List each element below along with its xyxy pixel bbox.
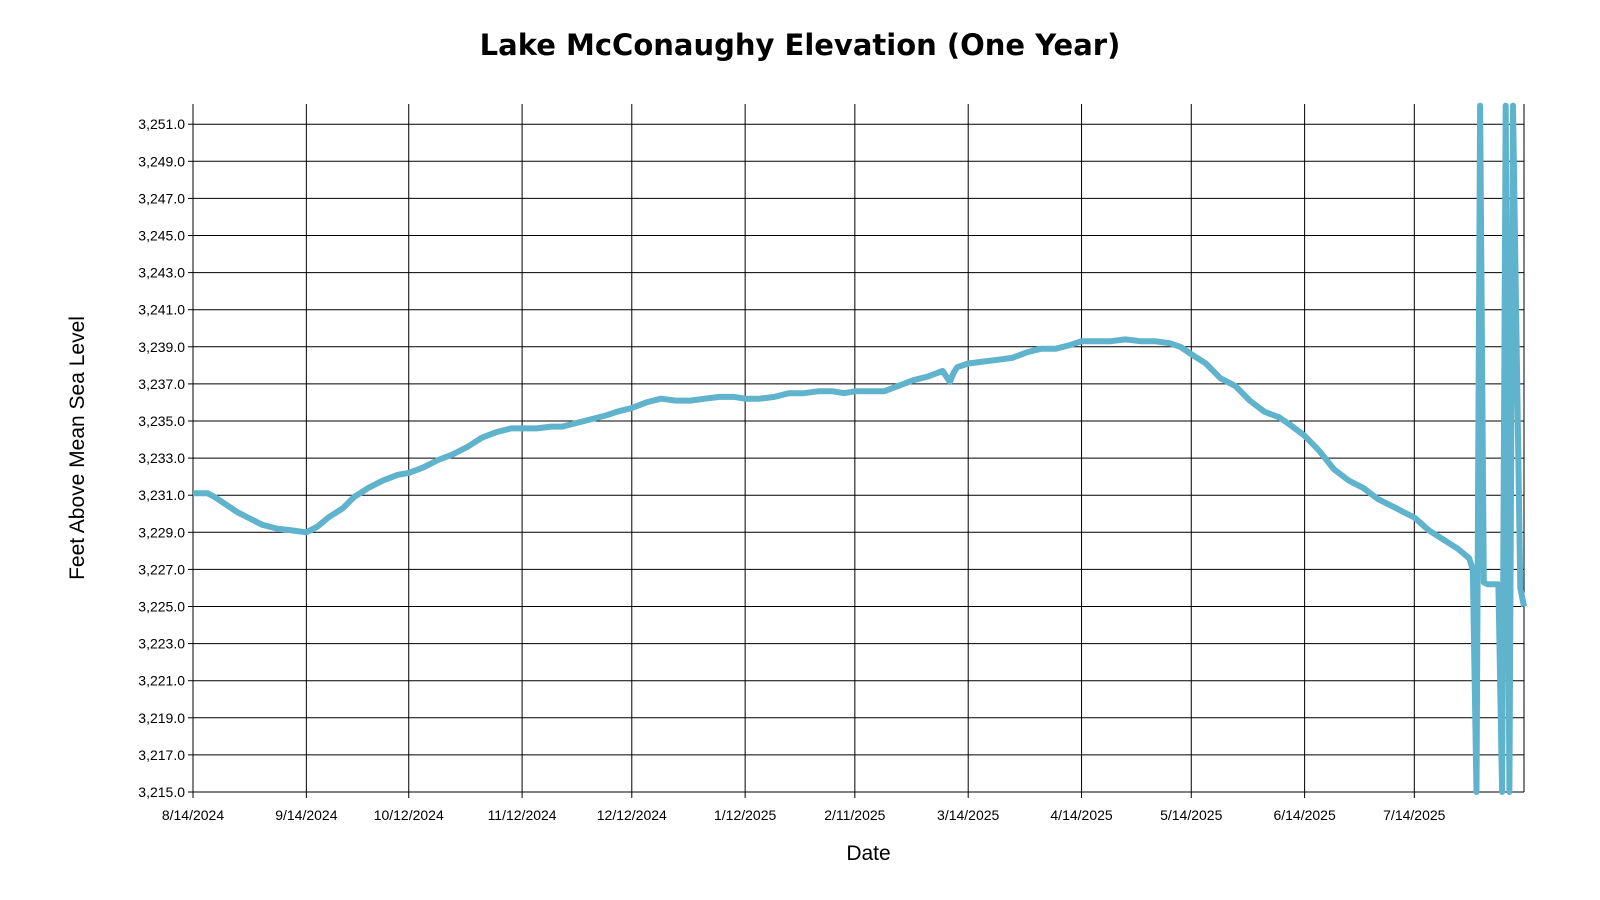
- x-tick-label: 11/12/2024: [488, 807, 557, 823]
- x-axis-title: Date: [846, 842, 890, 865]
- x-tick-label: 1/12/2025: [714, 807, 776, 823]
- x-tick-label: 2/11/2025: [824, 807, 885, 823]
- y-tick-label: 3,235.0: [138, 413, 185, 429]
- x-tick-label: 6/14/2025: [1273, 807, 1335, 823]
- y-tick-label: 3,229.0: [138, 524, 185, 540]
- series: [193, 102, 1527, 795]
- y-tick-label: 3,249.0: [138, 153, 185, 169]
- y-tick-label: 3,217.0: [138, 747, 185, 763]
- x-tick-label: 7/14/2025: [1383, 807, 1445, 823]
- y-axis-title: Feet Above Mean Sea Level: [66, 316, 89, 580]
- y-tick-label: 3,221.0: [138, 673, 185, 689]
- y-tick-label: 3,215.0: [138, 784, 185, 800]
- y-tick-label: 3,247.0: [138, 190, 185, 206]
- grid: [192, 104, 1525, 793]
- y-tick-label: 3,243.0: [138, 265, 185, 281]
- chart-title: Lake McConaughy Elevation (One Year): [479, 28, 1121, 62]
- y-tick-label: 3,239.0: [138, 339, 185, 355]
- y-tick-label: 3,219.0: [138, 710, 185, 726]
- y-tick-label: 3,241.0: [138, 302, 185, 318]
- series-line: [193, 102, 1527, 795]
- y-tick-label: 3,223.0: [138, 636, 185, 652]
- y-tick-label: 3,237.0: [138, 376, 185, 392]
- y-tick-label: 3,231.0: [138, 487, 185, 503]
- axes: [188, 104, 1524, 798]
- y-tick-label: 3,225.0: [138, 599, 185, 615]
- y-tick-label: 3,233.0: [138, 450, 185, 466]
- x-tick-label: 8/14/2024: [162, 807, 224, 823]
- y-tick-labels: 3,215.0 3,217.0 3,219.0 3,221.0 3,223.0 3,225…: [138, 116, 185, 800]
- x-tick-label: 5/14/2025: [1160, 807, 1222, 823]
- y-tick-label: 3,251.0: [138, 116, 185, 132]
- x-tick-label: 3/14/2025: [937, 807, 999, 823]
- x-tick-labels: 8/14/2024 9/14/2024 10/12/2024 11/12/2024 12…: [162, 807, 1446, 823]
- y-tick-label: 3,227.0: [138, 561, 185, 577]
- y-tick-label: 3,245.0: [138, 228, 185, 244]
- x-tick-label: 9/14/2024: [275, 807, 337, 823]
- x-tick-label: 12/12/2024: [597, 807, 667, 823]
- x-tick-label: 10/12/2024: [374, 807, 444, 823]
- x-tick-label: 4/14/2025: [1050, 807, 1112, 823]
